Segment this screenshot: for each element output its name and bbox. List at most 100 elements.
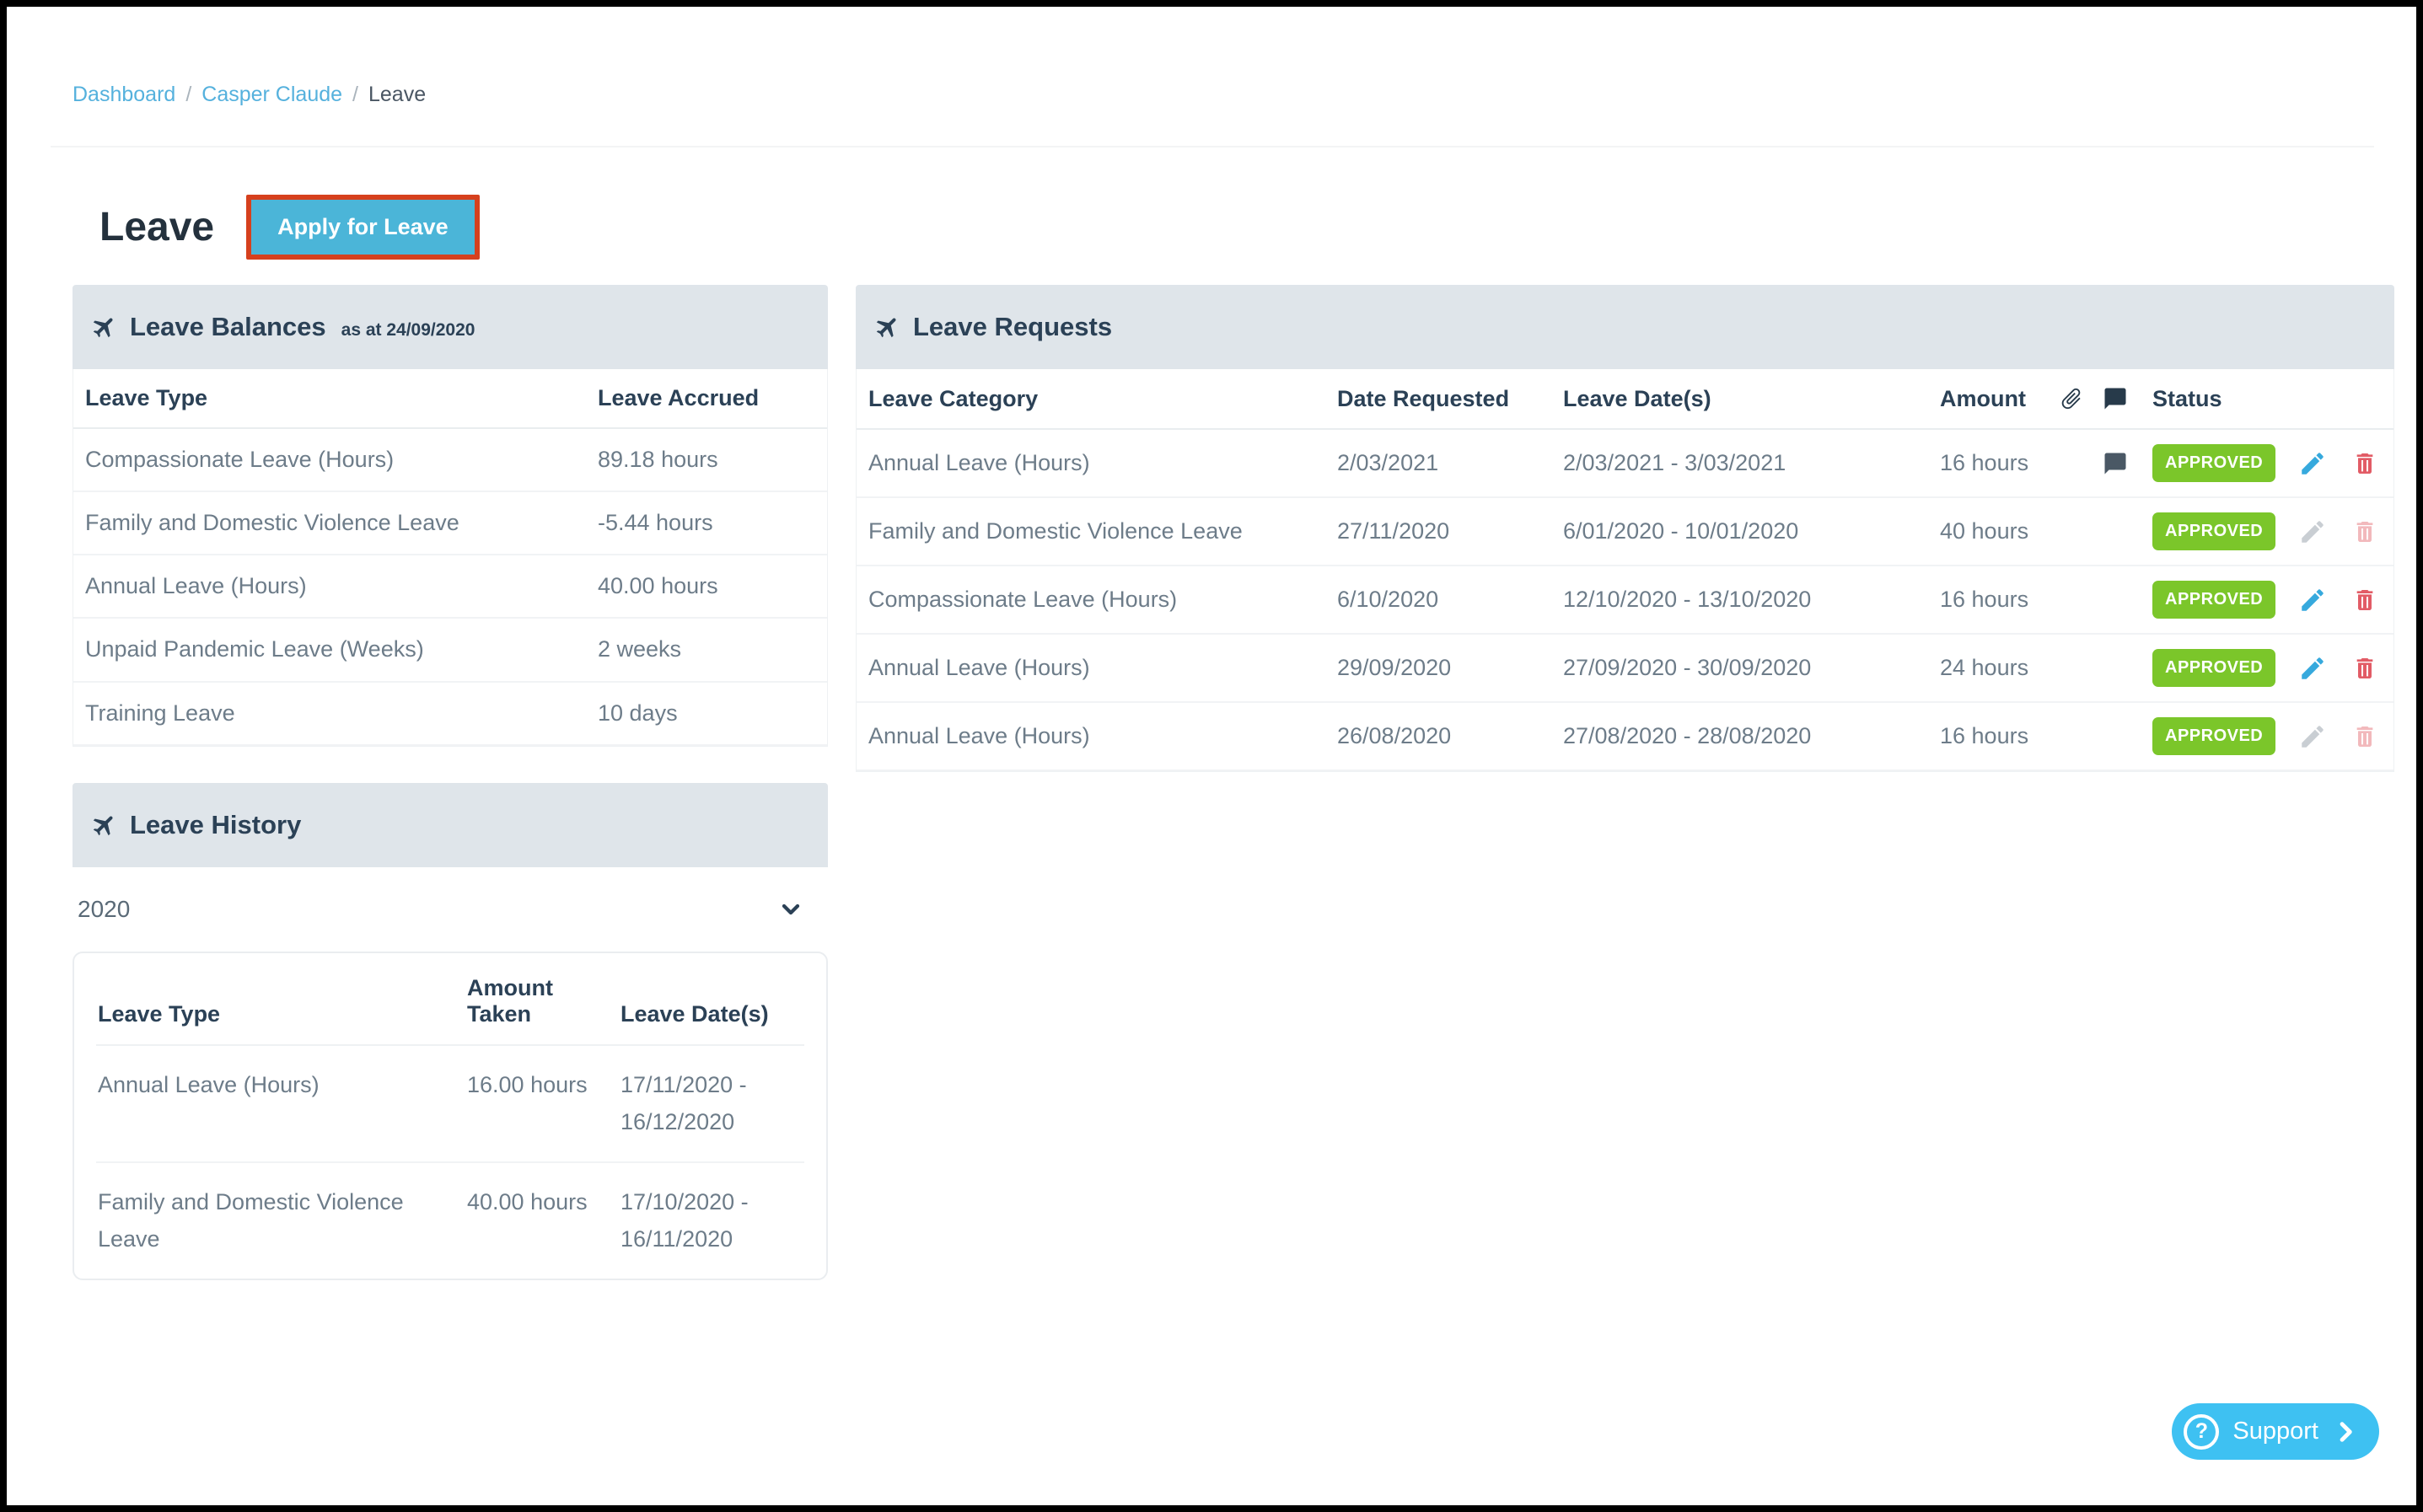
column-header-leave-accrued: Leave Accrued xyxy=(589,369,827,429)
column-header-actions xyxy=(2281,369,2393,430)
status-badge: APPROVED xyxy=(2152,581,2276,619)
leave-requests-table: Leave Category Date Requested Leave Date… xyxy=(857,369,2393,771)
comment-slot xyxy=(2102,518,2129,545)
leave-history-header: Leave History xyxy=(73,782,828,867)
date-requested-cell: 29/09/2020 xyxy=(1329,634,1555,703)
leave-requests-table-body: Annual Leave (Hours) 2/03/2021 2/03/2021 -… xyxy=(857,429,2393,771)
leave-accrued-cell: 40.00 hours xyxy=(589,555,827,619)
header-divider xyxy=(51,146,2374,147)
leave-history-row: Family and Domestic Violence Leave 40.00 … xyxy=(96,1162,804,1279)
leave-balances-subtitle: as at 24/09/2020 xyxy=(341,320,475,340)
leave-balance-row: Family and Domestic Violence Leave -5.44 … xyxy=(73,491,827,556)
comment-slot xyxy=(2102,655,2129,682)
leave-balances-header: Leave Balances as at 24/09/2020 xyxy=(73,285,828,369)
leave-page: Dashboard / Casper Claude / Leave Leave … xyxy=(7,7,2416,1505)
leave-dates-cell: 12/10/2020 - 13/10/2020 xyxy=(1555,566,1931,635)
column-header-leave-dates: Leave Date(s) xyxy=(1555,369,1931,430)
leave-request-row: Annual Leave (Hours) 2/03/2021 2/03/2021 -… xyxy=(857,429,2393,498)
leave-category-cell: Family and Domestic Violence Leave xyxy=(857,497,1329,566)
delete-trash-icon[interactable] xyxy=(2350,585,2380,615)
amount-cell: 40 hours xyxy=(1931,497,2050,566)
leave-type-cell: Training Leave xyxy=(73,681,589,746)
delete-trash-icon[interactable] xyxy=(2350,653,2380,684)
leave-accrued-cell: 10 days xyxy=(589,681,827,746)
attachment-slot xyxy=(2058,587,2085,614)
leave-balances-table: Leave Type Leave Accrued Compassionate L… xyxy=(73,369,827,746)
support-button[interactable]: ? Support xyxy=(2172,1403,2379,1460)
attachment-slot xyxy=(2058,655,2085,682)
breadcrumb-separator: / xyxy=(352,83,358,106)
leave-category-cell: Annual Leave (Hours) xyxy=(857,634,1329,703)
leave-balances-panel: Leave Balances as at 24/09/2020 Leave Ty… xyxy=(73,285,828,747)
leave-dates-cell: 27/08/2020 - 28/08/2020 xyxy=(1555,702,1931,771)
leave-type-cell: Annual Leave (Hours) xyxy=(73,555,589,619)
comment-cell xyxy=(2050,429,2144,498)
chevron-down-icon[interactable] xyxy=(777,896,804,923)
plane-icon xyxy=(874,314,901,340)
chevron-right-icon xyxy=(2332,1418,2359,1445)
column-header-leave-category: Leave Category xyxy=(857,369,1329,430)
plane-icon xyxy=(91,314,118,340)
delete-trash-icon[interactable] xyxy=(2350,448,2380,479)
column-header-date-requested: Date Requested xyxy=(1329,369,1555,430)
breadcrumb-employee[interactable]: Casper Claude xyxy=(201,83,343,106)
leave-category-cell: Annual Leave (Hours) xyxy=(857,429,1329,498)
history-year-toggle[interactable]: 2020 xyxy=(73,867,828,952)
leave-history-panel: Leave History 2020 Leave Type Amoun xyxy=(73,782,828,1280)
leave-history-row: Annual Leave (Hours) 16.00 hours 17/11/202… xyxy=(96,1044,804,1163)
title-row: Leave Apply for Leave xyxy=(99,195,2416,260)
leave-balance-row: Annual Leave (Hours) 40.00 hours xyxy=(73,555,827,619)
support-label: Support xyxy=(2232,1418,2318,1445)
date-requested-cell: 26/08/2020 xyxy=(1329,702,1555,771)
leave-accrued-cell: -5.44 hours xyxy=(589,491,827,556)
leave-requests-title: Leave Requests xyxy=(913,312,1113,341)
column-header-amount-taken: Amount Taken xyxy=(460,952,614,1046)
help-question-icon: ? xyxy=(2184,1413,2220,1450)
attachment-slot xyxy=(2058,518,2085,545)
leave-dates-cell: 6/01/2020 - 10/01/2020 xyxy=(1555,497,1931,566)
comment-slot xyxy=(2102,587,2129,614)
history-year-label: 2020 xyxy=(78,895,131,922)
leave-history-table-body: Annual Leave (Hours) 16.00 hours 17/11/202… xyxy=(96,1044,804,1279)
leave-requests-header: Leave Requests xyxy=(856,285,2394,369)
leave-dates-cell: 2/03/2021 - 3/03/2021 xyxy=(1555,429,1931,498)
leave-history-card: Leave Type Amount Taken Leave Date(s) An… xyxy=(73,951,828,1280)
column-header-amount: Amount xyxy=(1931,369,2050,430)
edit-pencil-icon xyxy=(2297,721,2328,752)
actions-cell xyxy=(2281,702,2393,771)
amount-cell: 16 hours xyxy=(1931,429,2050,498)
leave-type-cell: Compassionate Leave (Hours) xyxy=(73,428,589,493)
status-cell: APPROVED xyxy=(2144,429,2281,498)
leave-history-table: Leave Type Amount Taken Leave Date(s) An… xyxy=(96,952,804,1279)
leave-balances-title: Leave Balances xyxy=(130,312,326,341)
date-requested-cell: 6/10/2020 xyxy=(1329,566,1555,635)
delete-trash-icon xyxy=(2350,721,2380,752)
breadcrumb-current: Leave xyxy=(368,83,427,106)
column-header-status: Status xyxy=(2144,369,2281,430)
leave-request-row: Annual Leave (Hours) 26/08/2020 27/08/2020… xyxy=(857,702,2393,771)
leave-type-cell: Unpaid Pandemic Leave (Weeks) xyxy=(73,618,589,683)
leave-balance-row: Compassionate Leave (Hours) 89.18 hours xyxy=(73,428,827,493)
status-badge: APPROVED xyxy=(2152,717,2276,755)
leave-balances-table-body: Compassionate Leave (Hours) 89.18 hours Fa… xyxy=(73,428,827,746)
edit-pencil-icon[interactable] xyxy=(2297,653,2328,684)
comment-icon[interactable] xyxy=(2102,450,2129,477)
apply-for-leave-button[interactable]: Apply for Leave xyxy=(246,195,480,260)
leave-request-row: Family and Domestic Violence Leave 27/11/… xyxy=(857,497,2393,566)
status-badge: APPROVED xyxy=(2152,649,2276,687)
column-header-attachments-comments xyxy=(2050,369,2144,430)
breadcrumb-separator: / xyxy=(185,83,192,106)
leave-category-cell: Compassionate Leave (Hours) xyxy=(857,566,1329,635)
edit-pencil-icon[interactable] xyxy=(2297,585,2328,615)
leave-dates-cell: 27/09/2020 - 30/09/2020 xyxy=(1555,634,1931,703)
leave-accrued-cell: 2 weeks xyxy=(589,618,827,683)
leave-request-row: Compassionate Leave (Hours) 6/10/2020 12/1… xyxy=(857,566,2393,635)
comment-icon xyxy=(2102,385,2129,412)
status-cell: APPROVED xyxy=(2144,497,2281,566)
edit-pencil-icon[interactable] xyxy=(2297,448,2328,479)
leave-balance-row: Unpaid Pandemic Leave (Weeks) 2 weeks xyxy=(73,618,827,683)
status-cell: APPROVED xyxy=(2144,566,2281,635)
leave-request-row: Annual Leave (Hours) 29/09/2020 27/09/2020… xyxy=(857,634,2393,703)
breadcrumb-dashboard[interactable]: Dashboard xyxy=(73,83,176,106)
leave-dates-cell: 17/10/2020 - 16/11/2020 xyxy=(621,1188,749,1252)
